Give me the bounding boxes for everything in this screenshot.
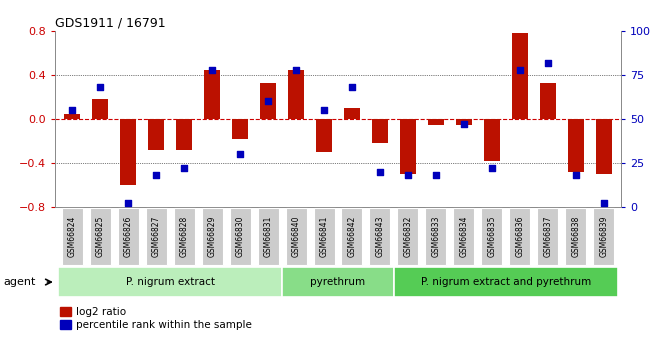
Text: P. nigrum extract and pyrethrum: P. nigrum extract and pyrethrum — [421, 277, 591, 287]
Bar — [64, 114, 80, 119]
FancyBboxPatch shape — [282, 267, 394, 297]
FancyBboxPatch shape — [538, 208, 558, 265]
Bar — [372, 119, 387, 143]
Bar — [596, 119, 612, 174]
Text: GSM66840: GSM66840 — [291, 216, 300, 257]
FancyBboxPatch shape — [394, 267, 618, 297]
Bar — [428, 119, 444, 125]
Point — [123, 201, 133, 206]
Text: pyrethrum: pyrethrum — [311, 277, 365, 287]
Point — [179, 166, 189, 171]
Bar — [120, 119, 136, 185]
Bar — [568, 119, 584, 172]
Bar — [260, 83, 276, 119]
Text: GSM66833: GSM66833 — [432, 216, 441, 257]
Point — [291, 67, 301, 72]
FancyBboxPatch shape — [174, 208, 194, 265]
Text: GSM66827: GSM66827 — [151, 216, 161, 257]
Point — [487, 166, 497, 171]
Point — [318, 108, 329, 113]
FancyBboxPatch shape — [257, 208, 278, 265]
Bar — [232, 119, 248, 139]
Text: GSM66837: GSM66837 — [543, 216, 552, 257]
Text: GSM66831: GSM66831 — [263, 216, 272, 257]
Legend: log2 ratio, percentile rank within the sample: log2 ratio, percentile rank within the s… — [60, 307, 252, 330]
Bar — [484, 119, 500, 161]
Text: P. nigrum extract: P. nigrum extract — [125, 277, 214, 287]
Text: GSM66842: GSM66842 — [348, 216, 356, 257]
Bar — [289, 70, 304, 119]
FancyBboxPatch shape — [426, 208, 447, 265]
FancyBboxPatch shape — [482, 208, 502, 265]
Text: GSM66835: GSM66835 — [488, 216, 497, 257]
Point — [403, 172, 413, 178]
Text: GSM66825: GSM66825 — [96, 216, 105, 257]
FancyBboxPatch shape — [593, 208, 614, 265]
Text: GSM66843: GSM66843 — [376, 216, 385, 257]
Bar — [456, 119, 472, 125]
Point — [263, 99, 273, 104]
Text: GSM66828: GSM66828 — [179, 216, 188, 257]
FancyBboxPatch shape — [146, 208, 166, 265]
Point — [347, 85, 358, 90]
Point — [207, 67, 217, 72]
FancyBboxPatch shape — [454, 208, 474, 265]
FancyBboxPatch shape — [58, 267, 282, 297]
Bar — [400, 119, 416, 174]
FancyBboxPatch shape — [398, 208, 419, 265]
FancyBboxPatch shape — [369, 208, 391, 265]
Text: GSM66826: GSM66826 — [124, 216, 133, 257]
Bar — [344, 108, 359, 119]
Text: GSM66834: GSM66834 — [460, 216, 469, 257]
FancyBboxPatch shape — [341, 208, 363, 265]
Text: GSM66841: GSM66841 — [320, 216, 328, 257]
Text: GSM66836: GSM66836 — [515, 216, 525, 257]
Text: agent: agent — [3, 277, 36, 287]
Bar — [176, 119, 192, 150]
Point — [431, 172, 441, 178]
Bar — [512, 33, 528, 119]
FancyBboxPatch shape — [510, 208, 530, 265]
Point — [375, 169, 385, 175]
Point — [95, 85, 105, 90]
Bar — [540, 83, 556, 119]
Text: GDS1911 / 16791: GDS1911 / 16791 — [55, 17, 166, 30]
Bar — [204, 70, 220, 119]
Text: GSM66839: GSM66839 — [599, 216, 608, 257]
Bar — [92, 99, 108, 119]
Point — [235, 151, 245, 157]
FancyBboxPatch shape — [62, 208, 83, 265]
Text: GSM66829: GSM66829 — [207, 216, 216, 257]
Point — [599, 201, 609, 206]
FancyBboxPatch shape — [229, 208, 250, 265]
FancyBboxPatch shape — [285, 208, 307, 265]
Text: GSM66838: GSM66838 — [571, 216, 580, 257]
FancyBboxPatch shape — [118, 208, 138, 265]
Text: GSM66832: GSM66832 — [404, 216, 413, 257]
FancyBboxPatch shape — [313, 208, 335, 265]
Point — [67, 108, 77, 113]
Point — [543, 60, 553, 66]
Point — [151, 172, 161, 178]
Point — [515, 67, 525, 72]
Point — [571, 172, 581, 178]
Bar — [317, 119, 332, 152]
Point — [459, 121, 469, 127]
Text: GSM66824: GSM66824 — [68, 216, 77, 257]
Text: GSM66830: GSM66830 — [235, 216, 244, 257]
Bar — [148, 119, 164, 150]
FancyBboxPatch shape — [202, 208, 222, 265]
FancyBboxPatch shape — [90, 208, 110, 265]
FancyBboxPatch shape — [566, 208, 586, 265]
